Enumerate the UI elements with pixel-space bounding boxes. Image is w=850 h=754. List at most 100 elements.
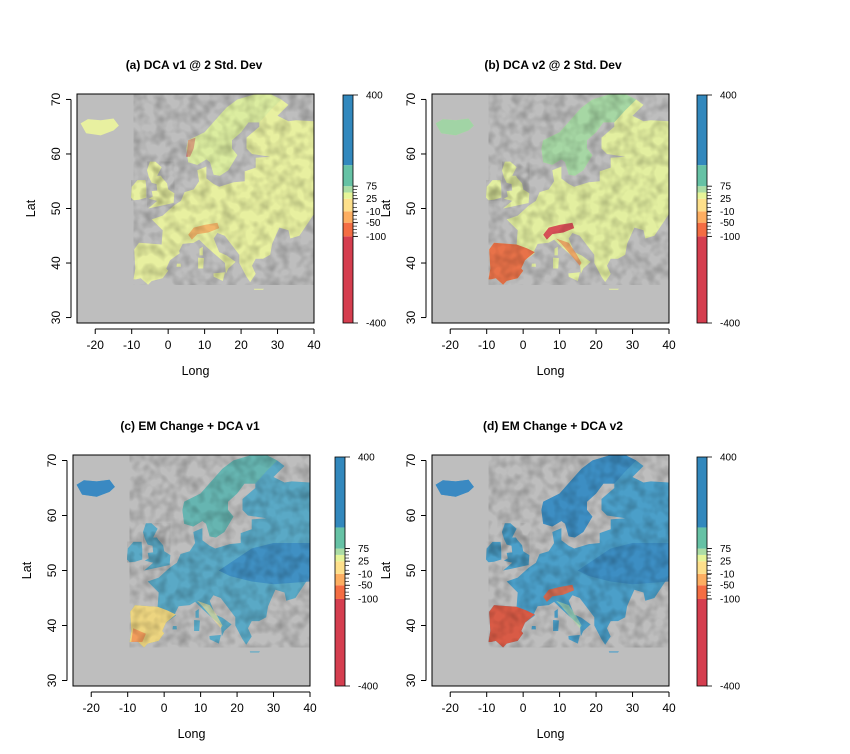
colorbar-label: -400 xyxy=(720,319,740,330)
colorbar-label: 25 xyxy=(366,194,378,205)
x-tick-label: 10 xyxy=(194,701,208,715)
x-tick-label: 40 xyxy=(662,701,676,715)
colorbar-label: -100 xyxy=(720,232,740,243)
colorbar-label: -400 xyxy=(720,682,740,693)
y-tick-label: 50 xyxy=(404,202,418,216)
x-axis: -20 -10 0 10 20 30 40 Long xyxy=(442,691,676,741)
colorbar-frame xyxy=(696,94,708,324)
region-iceland xyxy=(435,479,474,497)
texture-region-1 xyxy=(143,523,171,571)
y-tick-label: 40 xyxy=(45,619,59,633)
land-region-6 xyxy=(213,272,225,281)
y-tick-label: 60 xyxy=(45,509,59,523)
colorbar-label: 400 xyxy=(358,453,375,464)
colorbar-frame xyxy=(696,456,708,687)
x-tick-label: 20 xyxy=(234,338,248,352)
colorbar-segment xyxy=(343,198,353,212)
land-region-8 xyxy=(172,626,177,630)
x-tick-label: 10 xyxy=(553,338,567,352)
land-region-5 xyxy=(553,257,559,269)
colorbar-segment xyxy=(335,561,345,574)
colorbar-label: 25 xyxy=(358,557,370,568)
y-tick-label: 60 xyxy=(49,147,63,161)
colorbar-segment xyxy=(335,527,345,549)
land-region-5 xyxy=(194,620,200,631)
colorbar-segment xyxy=(335,585,345,599)
texture-region-2 xyxy=(486,541,502,563)
x-tick-label: 20 xyxy=(589,338,603,352)
land-region-5 xyxy=(553,620,559,631)
panel-title: (b) DCA v2 @ 2 Std. Dev xyxy=(484,58,622,72)
x-tick-label: -20 xyxy=(442,701,460,715)
x-axis-label: Long xyxy=(178,727,206,741)
y-axis-label: Lat xyxy=(379,199,393,217)
colorbar-label: -50 xyxy=(366,218,381,229)
y-axis: 30 40 50 60 70 Lat xyxy=(20,454,68,687)
colorbar-segment xyxy=(697,561,707,574)
land-region-7 xyxy=(608,651,619,653)
x-tick-label: -20 xyxy=(83,701,101,715)
colorbar-segment xyxy=(335,573,345,586)
colorbar-segment xyxy=(697,165,707,187)
x-axis: -20 -10 0 10 20 30 40 Long xyxy=(83,691,317,741)
plot-frame xyxy=(431,93,670,324)
plot-frame xyxy=(76,93,315,324)
texture-region-0 xyxy=(488,455,669,648)
colorbar-segment xyxy=(697,236,707,323)
texture-region-1 xyxy=(502,161,530,209)
y-tick-label: 30 xyxy=(404,674,418,688)
colorbar-label: 25 xyxy=(720,557,732,568)
texture-region-2 xyxy=(127,541,143,563)
land-region-6 xyxy=(568,634,580,644)
colorbar-segment xyxy=(343,211,353,223)
land-texture xyxy=(486,94,669,285)
region-iceland xyxy=(435,118,474,136)
y-tick-label: 50 xyxy=(404,564,418,578)
colorbar-segment xyxy=(697,95,707,166)
land-region-7 xyxy=(249,651,260,653)
colorbar-label: 75 xyxy=(366,182,378,193)
colorbar-segment xyxy=(697,585,707,599)
x-tick-label: 10 xyxy=(553,701,567,715)
land-region-8 xyxy=(531,263,536,267)
x-tick-label: -10 xyxy=(478,338,496,352)
plot-frame xyxy=(72,454,311,687)
x-tick-label: 30 xyxy=(271,338,285,352)
colorbar-frame xyxy=(334,456,346,687)
texture-region-0 xyxy=(133,94,314,285)
x-tick-label: 10 xyxy=(198,338,212,352)
colorbar-segment xyxy=(697,222,707,237)
x-axis: -20 -10 0 10 20 30 40 Long xyxy=(87,328,321,378)
y-tick-label: 70 xyxy=(404,454,418,468)
land-region-8 xyxy=(176,263,181,267)
colorbar-label: -100 xyxy=(720,594,740,605)
y-tick-label: 30 xyxy=(404,311,418,325)
colorbar-label: -100 xyxy=(358,594,378,605)
x-tick-label: 40 xyxy=(307,338,321,352)
colorbar-label: 400 xyxy=(720,91,737,102)
y-axis-label: Lat xyxy=(20,561,34,579)
panel-title: (d) EM Change + DCA v2 xyxy=(483,419,623,433)
land-region-8 xyxy=(531,626,536,630)
y-tick-label: 40 xyxy=(49,256,63,270)
land-region-4 xyxy=(554,609,558,618)
texture-region-1 xyxy=(502,523,530,571)
colorbar-segment xyxy=(343,186,353,193)
plot-frame xyxy=(431,454,670,687)
land-region-4 xyxy=(554,246,558,256)
x-tick-label: 20 xyxy=(589,701,603,715)
x-tick-label: 0 xyxy=(161,701,168,715)
colorbar-label: -50 xyxy=(358,581,373,592)
colorbar-label: 75 xyxy=(720,182,732,193)
y-tick-label: 70 xyxy=(45,454,59,468)
x-axis-label: Long xyxy=(182,364,210,378)
colorbar-segment xyxy=(335,554,345,562)
x-tick-label: 0 xyxy=(520,338,527,352)
map-panel-b: (b) DCA v2 @ 2 Std. Dev-20 -10 0 10 20 30 40Lo… xyxy=(379,58,740,378)
colorbar-segment xyxy=(697,554,707,562)
land-region-7 xyxy=(253,288,264,290)
y-tick-label: 50 xyxy=(49,202,63,216)
